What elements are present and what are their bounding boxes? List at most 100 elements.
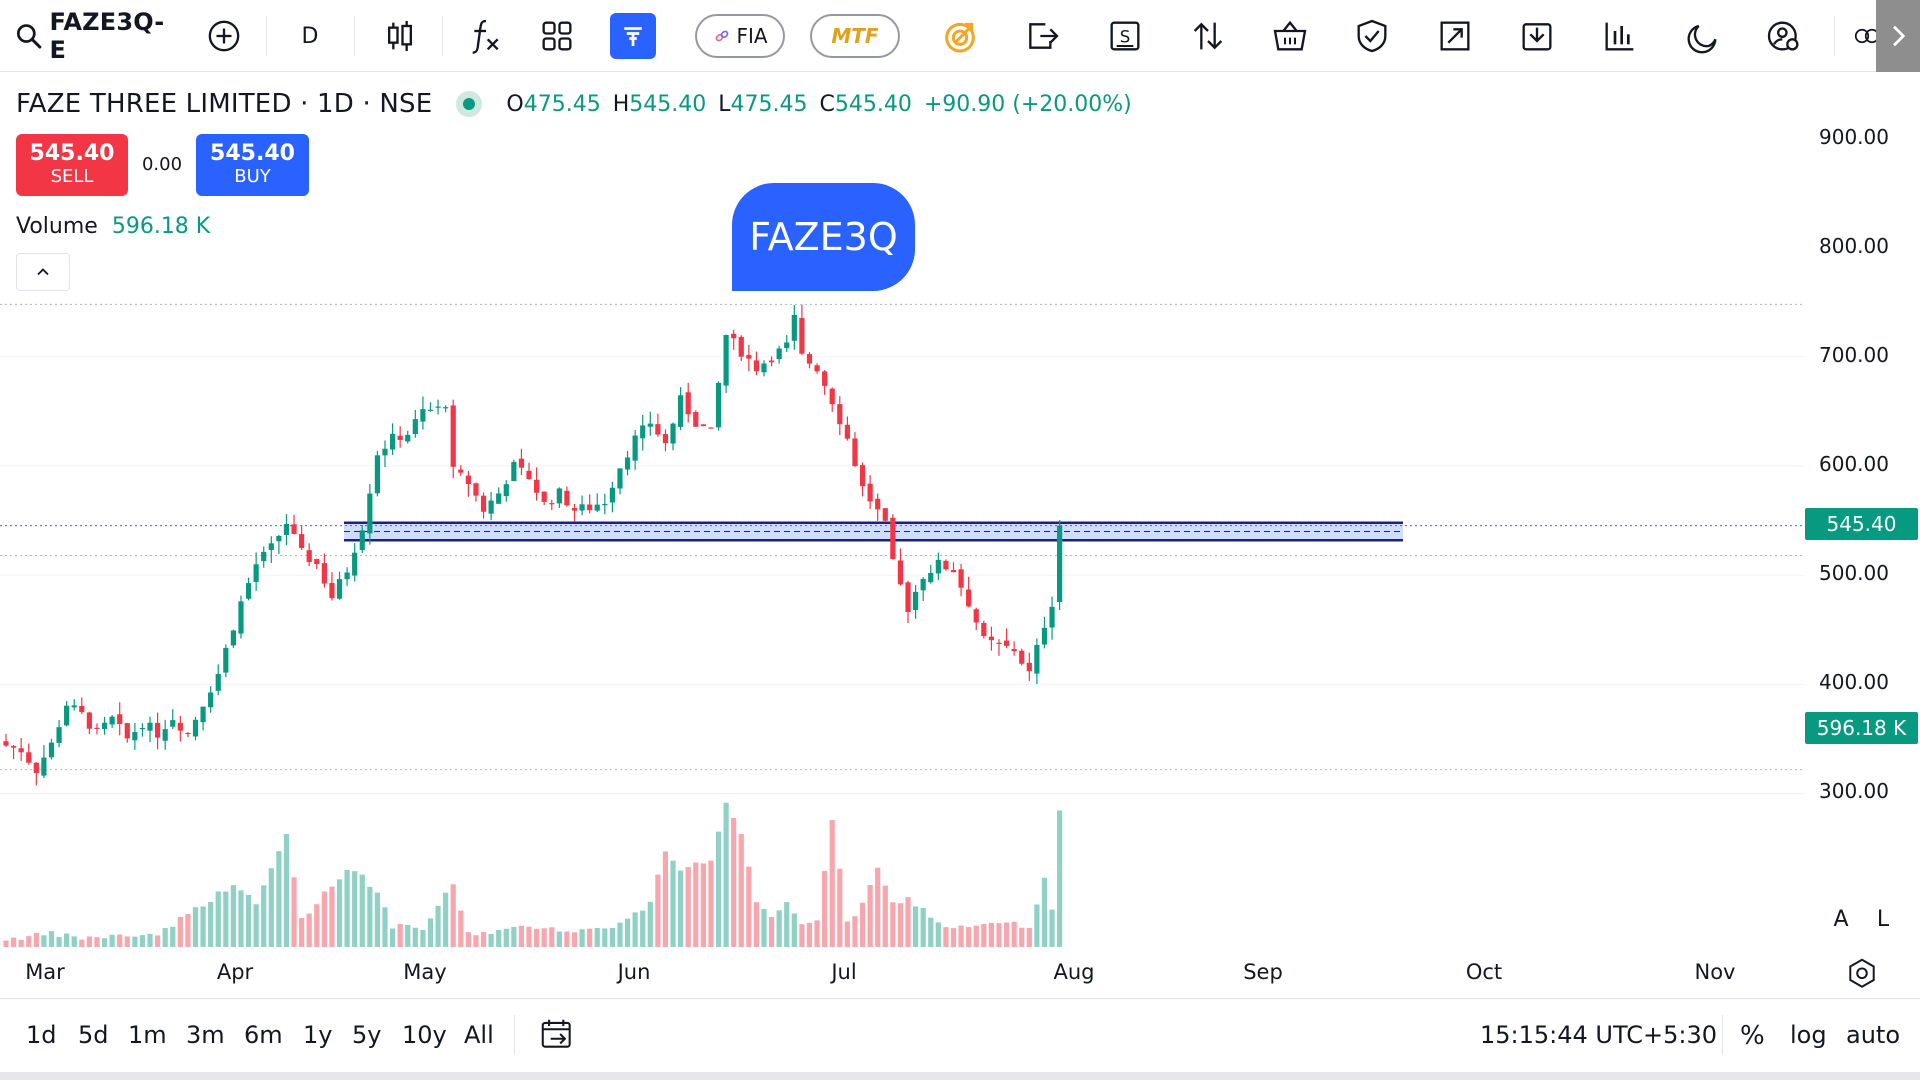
volume-bar: [139, 935, 146, 947]
export-button[interactable]: [1020, 14, 1064, 58]
volume-bar: [352, 871, 358, 947]
volume-bar: [791, 913, 797, 947]
range-1y-button[interactable]: 1y: [303, 1021, 333, 1049]
volume-bar: [48, 931, 55, 947]
volume-bar: [382, 907, 388, 947]
volume-bar: [3, 940, 9, 947]
calendar-goto-icon[interactable]: [538, 1015, 576, 1053]
volume-bar: [253, 904, 259, 947]
toolbar-divider: [442, 16, 443, 56]
log-scale-button[interactable]: log: [1790, 1021, 1827, 1049]
symbol-legend: FAZE THREE LIMITED · 1D · NSE O475.45 H5…: [16, 86, 1132, 122]
volume-bar: [321, 891, 327, 947]
sort-button[interactable]: [1186, 14, 1230, 58]
chevron-up-icon: [37, 268, 49, 276]
sell-price: 545.40: [29, 141, 115, 166]
candle-body: [435, 406, 441, 408]
timezone-clock[interactable]: 15:15:44 UTC+5:30: [1480, 1021, 1717, 1049]
buy-button[interactable]: 545.40 BUY: [196, 134, 309, 196]
candle-body: [950, 569, 957, 573]
chart-grid: [0, 303, 1805, 795]
fullscreen-button[interactable]: [1433, 14, 1477, 58]
candle-body: [162, 729, 168, 741]
percent-scale-button[interactable]: %: [1740, 1021, 1765, 1051]
candle-body: [1003, 640, 1010, 646]
volume-legend: Volume 596.18 K: [16, 214, 210, 239]
auto-scale-button[interactable]: A: [1833, 906, 1849, 932]
volume-bar: [1041, 877, 1048, 947]
indicators-button[interactable]: [464, 14, 508, 58]
chart-settings-icon[interactable]: [1844, 956, 1880, 992]
interval-button[interactable]: D: [301, 23, 319, 49]
layouts-button[interactable]: [535, 14, 579, 58]
snapshot-button[interactable]: [1515, 14, 1559, 58]
price-scale[interactable]: 900.00 800.00 700.00 600.00 500.00 400.0…: [1805, 72, 1920, 952]
volume-bar: [1049, 909, 1055, 947]
sell-button[interactable]: 545.40 SELL: [16, 134, 128, 196]
range-5d-button[interactable]: 5d: [78, 1021, 109, 1049]
bottom-divider: [1722, 1015, 1723, 1055]
basket-button[interactable]: [1268, 14, 1312, 58]
volume-profile-button[interactable]: [1598, 14, 1642, 58]
fia-button[interactable]: FIA: [695, 14, 785, 58]
volume-label[interactable]: Volume: [16, 214, 98, 239]
candle-body: [382, 448, 388, 456]
volume-bar: [693, 862, 699, 947]
range-1m-button[interactable]: 1m: [128, 1021, 167, 1049]
protection-button[interactable]: [1350, 14, 1394, 58]
volume-bar: [1057, 810, 1063, 947]
volume-bar: [496, 929, 502, 947]
candle-body: [799, 317, 805, 354]
candle-body: [503, 484, 509, 497]
price-tick: 700.00: [1819, 343, 1889, 367]
compare-symbol-button[interactable]: [202, 14, 246, 58]
candle-body: [329, 582, 335, 599]
symbol-badge[interactable]: FAZE3Q: [732, 183, 915, 291]
range-5y-button[interactable]: 5y: [352, 1021, 382, 1049]
top-toolbar: FAZE3Q-E D FIA MTF S: [0, 0, 1920, 72]
mtf-label: MTF: [831, 24, 879, 48]
candle-body: [935, 559, 941, 574]
volume-bar: [215, 891, 221, 947]
lock-scale-button[interactable]: L: [1876, 906, 1890, 932]
account-settings-button[interactable]: [1762, 14, 1806, 58]
range-3m-button[interactable]: 3m: [186, 1021, 225, 1049]
volume-bar: [450, 884, 456, 947]
candle-body: [496, 493, 502, 504]
mtf-button[interactable]: MTF: [810, 14, 900, 58]
volume-bar: [443, 892, 449, 947]
sip-button[interactable]: S: [1103, 14, 1147, 58]
support-zone[interactable]: [344, 521, 1403, 542]
candle-body: [556, 488, 562, 504]
range-1d-button[interactable]: 1d: [26, 1021, 57, 1049]
volume-bar: [26, 936, 32, 947]
last-price-label: 545.40: [1805, 508, 1918, 540]
collapse-legend-button[interactable]: [16, 253, 70, 291]
time-tick: Oct: [1465, 960, 1503, 984]
volume-bar: [943, 927, 949, 947]
volume-bar: [238, 890, 244, 947]
volume-bar: [427, 918, 434, 947]
price-chart[interactable]: [0, 72, 1805, 952]
volume-bar: [579, 929, 585, 947]
screener-button[interactable]: [610, 13, 656, 59]
volume-bar: [94, 937, 100, 947]
volume-bar: [647, 901, 653, 947]
symbol-search-button[interactable]: FAZE3Q-E: [14, 8, 179, 64]
range-10y-button[interactable]: 10y: [402, 1021, 447, 1049]
range-6m-button[interactable]: 6m: [244, 1021, 283, 1049]
chart-type-button[interactable]: [378, 14, 422, 58]
toolbar-scroll-right-button[interactable]: [1876, 0, 1920, 72]
range-all-button[interactable]: All: [464, 1021, 494, 1049]
symbol-title[interactable]: FAZE THREE LIMITED · 1D · NSE: [16, 89, 433, 119]
up-down-arrows-icon: [1193, 22, 1223, 50]
candle-body: [761, 363, 767, 373]
auto-scale-toggle[interactable]: auto: [1846, 1021, 1901, 1049]
candle-body: [299, 534, 305, 549]
candle-body: [678, 395, 684, 427]
theme-toggle-button[interactable]: [1680, 14, 1724, 58]
smart-button[interactable]: [938, 14, 982, 58]
volume-bar: [86, 936, 92, 947]
market-open-indicator: [456, 91, 483, 117]
volume-bar: [624, 918, 631, 947]
